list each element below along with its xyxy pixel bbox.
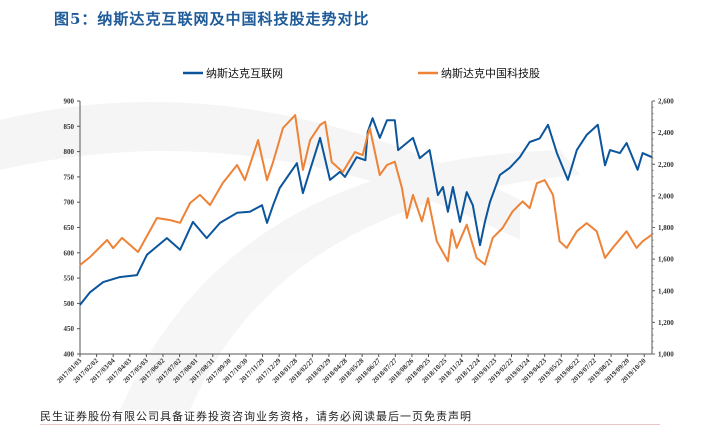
right-tick-label: 2,400 [658,129,674,137]
left-tick-label: 550 [64,275,75,283]
legend-label: 纳斯达克中国科技股 [441,66,540,80]
right-tick-label: 1,800 [658,224,674,232]
disclaimer-footer: 民生证券股份有限公司具备证券投资咨询业务资格，请务必阅读最后一页免责声明 [40,410,472,423]
right-tick-label: 1,400 [658,287,674,295]
right-tick-label: 1,200 [658,319,674,327]
series-line-left [79,117,653,306]
left-tick-label: 450 [64,325,75,333]
footer-divider [40,424,660,425]
right-tick-label: 2,600 [658,98,674,106]
left-tick-label: 850 [64,123,75,131]
left-tick-label: 500 [64,300,75,308]
right-tick-label: 2,000 [658,192,674,200]
legend-label: 纳斯达克互联网 [206,67,283,80]
left-tick-label: 400 [64,351,75,359]
right-tick-label: 1,600 [658,256,674,264]
watermark [0,102,580,410]
figure-title: 图5：纳斯达克互联网及中国科技股走势对比 [54,10,370,28]
left-tick-label: 700 [64,199,75,207]
right-tick-label: 1,000 [658,351,674,359]
left-tick-label: 650 [64,224,75,232]
left-tick-label: 600 [64,249,75,257]
right-tick-label: 2,200 [658,161,674,169]
left-tick-label: 750 [64,173,75,181]
left-tick-label: 900 [64,98,75,106]
series-line-right [79,114,653,266]
left-tick-label: 800 [64,148,75,156]
